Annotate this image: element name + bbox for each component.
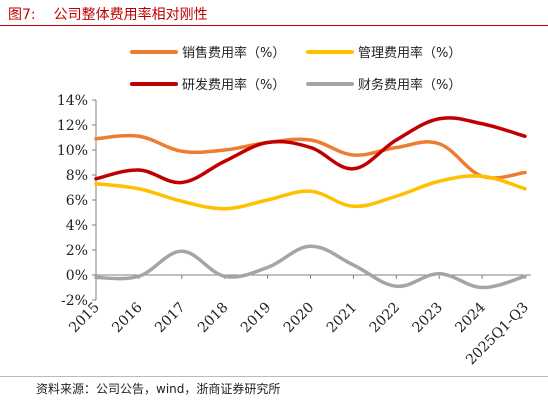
x-tick-label: 2020 — [281, 300, 318, 337]
legend: 销售费用率（%） 管理费用率（%） 研发费用率（%） 财务费用率（%） — [130, 45, 461, 93]
y-tick-label: -2% — [61, 293, 88, 309]
y-tick-label: 0% — [66, 268, 88, 284]
legend-label-4: 财务费用率（%） — [358, 77, 461, 93]
figure-title: 图7: 公司整体费用率相对刚性 — [8, 4, 208, 24]
x-tick-label: 2021 — [324, 300, 361, 337]
x-tick-label: 2018 — [195, 300, 232, 337]
x-tick-label: 2019 — [238, 300, 275, 337]
y-tick-label: 4% — [66, 218, 88, 234]
title-divider — [0, 25, 548, 26]
figure-label: 图7: — [8, 7, 36, 23]
source-note: 资料来源：公司公告，wind，浙商证券研究所 — [36, 382, 281, 396]
series-line-4 — [94, 244, 527, 290]
x-tick-label: 2024 — [452, 299, 489, 336]
series-line-1 — [94, 133, 527, 180]
y-tick-label: 8% — [66, 168, 88, 184]
figure-title-text: 公司整体费用率相对刚性 — [53, 7, 208, 23]
series-lines — [94, 116, 527, 290]
y-tick-label: 12% — [57, 118, 88, 134]
x-tick-label: 2022 — [367, 300, 404, 337]
y-tick-label: 2% — [66, 243, 88, 259]
series-line-2 — [94, 174, 527, 211]
y-tick-label: 14% — [57, 93, 88, 109]
x-tick-label: 2017 — [152, 300, 189, 337]
y-tick-label: 6% — [66, 193, 88, 209]
y-tick-label: 10% — [57, 143, 88, 159]
series-line-3 — [94, 116, 527, 185]
legend-label-2: 管理费用率（%） — [358, 45, 461, 61]
legend-label-3: 研发费用率（%） — [182, 77, 285, 93]
x-tick-label: 2016 — [109, 299, 146, 336]
x-tick-label: 2023 — [410, 300, 447, 337]
source-divider — [0, 376, 548, 377]
line-chart: 销售费用率（%） 管理费用率（%） 研发费用率（%） 财务费用率（%） -2% 0% 2%… — [57, 45, 532, 368]
legend-label-1: 销售费用率（%） — [182, 45, 285, 61]
